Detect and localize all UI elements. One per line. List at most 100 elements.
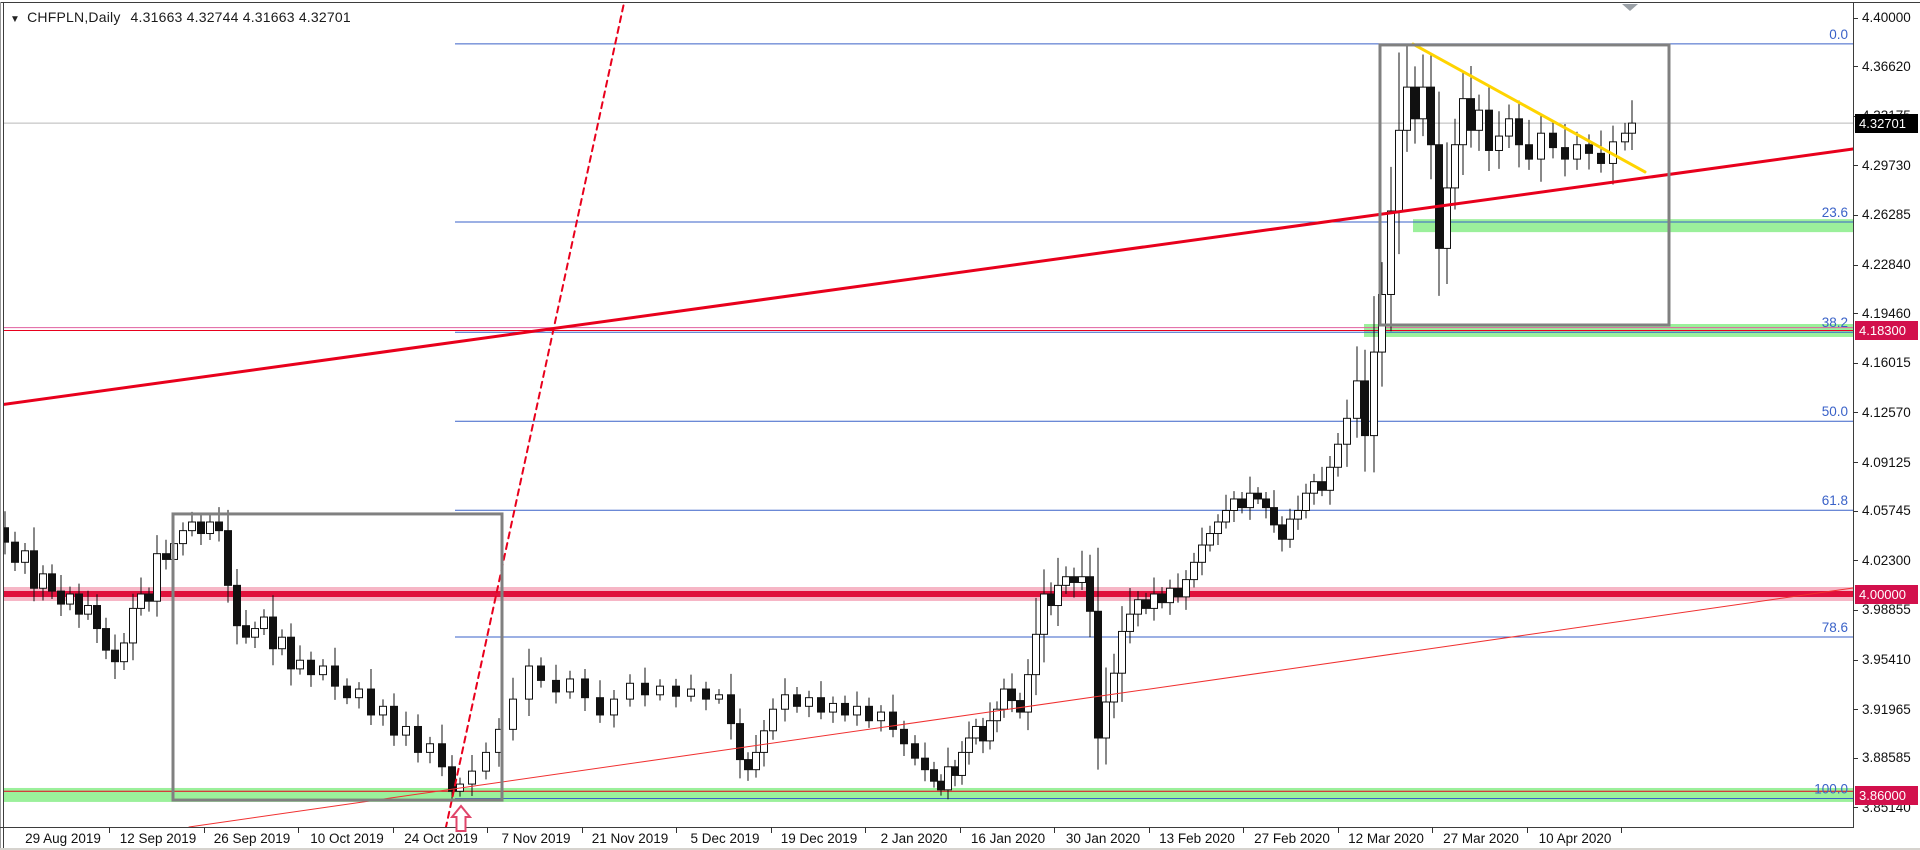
candle-bull [1505,118,1513,137]
price-axis-label: 4.12570 [1862,404,1911,420]
candle-bull [1118,630,1126,674]
candle-bull [129,607,137,644]
price-axis-tick [1853,165,1858,167]
candle-bull [1062,576,1070,586]
candle-bear [1270,507,1278,526]
candle-bull [965,737,973,753]
candle-bear [287,636,295,670]
candle-bull [1573,144,1581,160]
candle-bear [979,725,987,742]
time-axis-tick [1149,827,1150,833]
price-axis-tick [1853,412,1858,414]
candle-bull [296,659,304,670]
candle-bear [1411,86,1419,120]
time-axis-tick [1243,827,1244,833]
candle-bear [438,743,446,768]
candle-bull [1230,498,1238,511]
candle-bear [841,702,849,716]
candle-bear [581,678,589,699]
red-trendline [188,587,1853,827]
candle-bear [537,665,545,681]
candle-bear [145,593,153,602]
candle-bull [656,685,664,696]
candle-bear [937,780,945,791]
candle-bear [162,553,170,560]
candle-bear [93,605,101,630]
price-axis-label: 4.02300 [1862,552,1911,568]
candle-bear [1238,498,1246,509]
candle-bear [889,711,897,730]
candle-bull [781,694,789,710]
candle-bull [986,720,994,742]
price-tag: 4.32701 [1855,113,1918,133]
plot-layer: 0.0 23.6 38.2 50.0 61.8 78.6 100.0 [4,3,1853,827]
candle-bear [736,723,744,761]
candle-bear [197,521,205,535]
candle-bear [448,766,456,792]
candle-bear [390,705,398,736]
candle-bear [343,685,351,699]
candle-bull [1150,593,1158,609]
candle-bull [66,593,74,605]
candle-bear [4,527,9,543]
candle-bear [1485,109,1493,151]
candle-bull [853,705,861,716]
candle-bear [900,728,908,745]
price-axis-tick [1853,264,1858,266]
candle-bull [566,678,574,693]
candle-bull [993,708,1001,722]
fib-level-label: 61.8 [1822,493,1848,508]
candle-bear [672,685,680,697]
price-tag: 3.86000 [1855,786,1918,806]
fib-level-label: 50.0 [1822,404,1848,419]
price-axis-tick [1853,66,1858,68]
time-axis-tick [1621,827,1622,833]
candle-bear [1427,86,1435,146]
candle-bull [426,743,434,753]
candle-bear [1361,380,1369,437]
window-top-border [0,2,1920,3]
price-tag: 4.18300 [1855,320,1918,340]
candle-bull [278,636,286,650]
time-axis-tick [582,827,583,833]
candle-bear [793,694,801,707]
price-axis-tick [1853,510,1858,512]
candle-bull [260,616,268,630]
candle-bull [1628,122,1636,134]
time-axis-label: 10 Oct 2019 [310,831,384,846]
symbol-dropdown-icon[interactable]: ▼ [10,14,21,25]
fib-level-label: 23.6 [1822,205,1848,220]
time-axis-tick [204,827,205,833]
fib-level-label: 0.0 [1829,27,1848,42]
candle-bear [1561,147,1569,160]
time-axis-tick [771,827,772,833]
candle-bull [972,725,980,739]
candle-bull [760,730,768,753]
price-axis-tick [1853,17,1858,19]
time-axis-label: 30 Jan 2020 [1065,831,1141,846]
support-resistance-zone [1413,219,1853,233]
candle-bear [596,697,604,716]
time-axis-label: 26 Sep 2019 [213,831,291,846]
candle-bear [552,679,560,693]
candle-bear [1086,576,1094,612]
candle-bull [1166,587,1174,604]
candle-bull [1419,86,1427,120]
candle-bull [1024,674,1032,713]
candle-bear [233,584,241,627]
axis-separator-vertical [1853,2,1854,828]
time-axis-label: 13 Feb 2020 [1159,831,1235,846]
candle-bear [48,573,56,592]
candle-bear [641,682,649,696]
candle-bull [468,770,476,785]
candle-bull [251,628,259,638]
price-axis-label: 3.98855 [1862,602,1911,618]
candle-bull [805,697,813,707]
candle-bull [355,688,363,699]
time-axis-label: 19 Dec 2019 [780,831,858,846]
candle-bull [21,550,29,563]
candle-bear [242,625,250,638]
candle-bull [39,573,47,589]
candle-bear [1254,492,1262,500]
